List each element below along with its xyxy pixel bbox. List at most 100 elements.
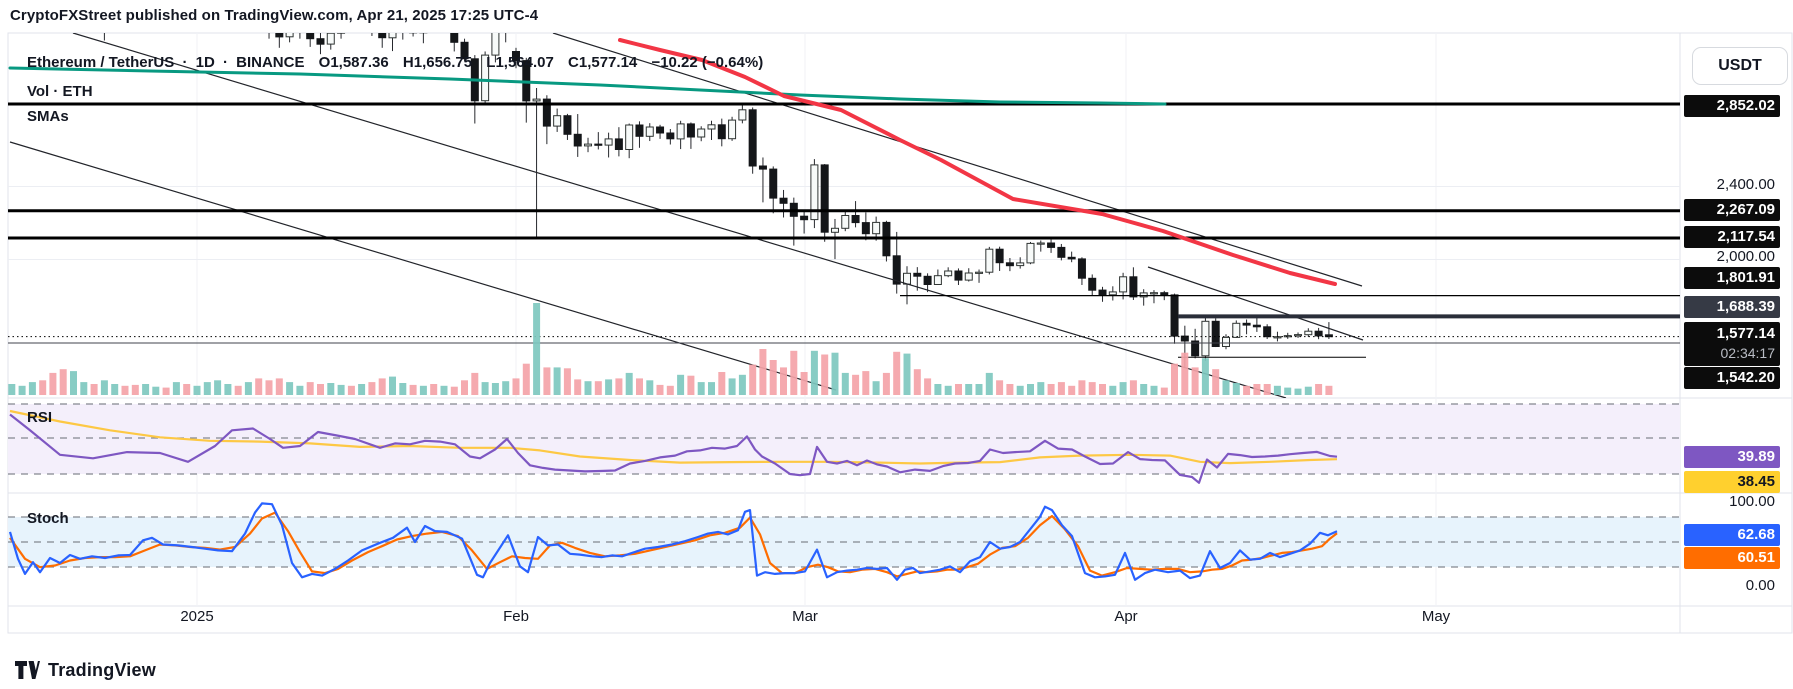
- volume-bar: [821, 354, 829, 395]
- candle-body: [1201, 320, 1210, 357]
- candle-body: [717, 124, 726, 140]
- volume-bar: [543, 367, 551, 395]
- volume-bar: [100, 380, 108, 395]
- volume-bar: [780, 367, 787, 395]
- rsi-pane: [8, 403, 1680, 484]
- time-scale-label: Apr: [1114, 608, 1138, 625]
- rsi-line: [9, 413, 1338, 484]
- volume-bar: [471, 372, 479, 395]
- attribution-text: CryptoFXStreet published on TradingView.…: [10, 7, 539, 24]
- rsi-pane-label[interactable]: RSI: [27, 409, 53, 426]
- candle-body: [975, 271, 984, 274]
- price-scale-label: 1,688.39: [1684, 296, 1780, 318]
- volume-bar: [852, 374, 860, 395]
- volume-bar: [924, 378, 932, 395]
- volume-bar: [491, 383, 499, 395]
- volume-bar: [913, 369, 921, 395]
- volume-bar: [142, 384, 150, 395]
- candle-body: [419, 33, 428, 34]
- volume-bar: [615, 378, 623, 395]
- candle-body: [841, 215, 850, 229]
- symbol-legend[interactable]: Ethereum / TetherUS · 1D · BINANCE O1,58…: [27, 54, 767, 71]
- candle-body: [810, 164, 819, 221]
- volume-bar: [810, 350, 818, 395]
- volume-bar: [1263, 384, 1271, 395]
- volume-bar: [481, 382, 489, 395]
- volume-bar: [512, 378, 520, 395]
- volume-bar: [1109, 385, 1117, 395]
- candle-body: [91, 0, 98, 13]
- volume-bar: [985, 372, 993, 395]
- volume-bar: [214, 380, 222, 395]
- candle-body: [830, 227, 839, 233]
- volume-bar: [903, 353, 911, 395]
- candle-body: [933, 275, 942, 286]
- candle-body: [1232, 322, 1241, 338]
- volume-bar: [1150, 385, 1158, 395]
- volume-bar: [800, 372, 808, 395]
- volume-bar: [594, 381, 602, 395]
- candle-body: [1283, 335, 1292, 338]
- symbol-interval: 1D: [195, 54, 215, 71]
- volume-bar: [409, 384, 417, 395]
- candle-body: [306, 33, 315, 40]
- candle-body: [861, 222, 870, 235]
- candle-body: [697, 128, 706, 138]
- volume-bar: [502, 381, 510, 395]
- volume-bar: [430, 384, 438, 395]
- currency-toggle-button[interactable]: USDT: [1692, 47, 1788, 85]
- volume-bar: [1284, 387, 1292, 395]
- candle-body: [378, 33, 387, 39]
- volume-bar: [172, 382, 180, 395]
- tradingview-logo[interactable]: TradingView: [14, 658, 156, 682]
- volume-bar: [8, 384, 16, 395]
- candle-body: [1016, 262, 1025, 267]
- candle-body: [748, 109, 757, 167]
- candle-body: [409, 33, 418, 34]
- price-scale-label: 2,117.54: [1684, 226, 1780, 248]
- ohlc-close: C1,577.14: [568, 54, 638, 71]
- volume-bar: [419, 385, 427, 395]
- volume-bar: [49, 372, 57, 395]
- volume-bar: [358, 384, 366, 395]
- stoch-pane: [8, 502, 1680, 581]
- candle-body: [656, 126, 665, 134]
- price-scale-label: 2,000.00: [1716, 248, 1775, 265]
- volume-bar: [790, 350, 798, 395]
- volume-bar: [306, 382, 314, 395]
- volume-bar: [1078, 380, 1086, 395]
- candle-body: [594, 143, 603, 146]
- candle-body: [183, 0, 190, 15]
- candle-body: [1191, 340, 1200, 357]
- volume-bar: [625, 372, 633, 395]
- candle-body: [995, 248, 1004, 264]
- candle-body: [163, 4, 170, 11]
- volume-bar: [461, 380, 468, 395]
- volume-bar: [1222, 380, 1230, 395]
- volume-bar: [1181, 352, 1189, 395]
- candle-body: [152, 4, 159, 15]
- volume-bar: [131, 384, 139, 395]
- candle-body: [728, 119, 737, 140]
- volume-legend[interactable]: Vol · ETH: [27, 83, 93, 100]
- candle-body: [481, 54, 490, 102]
- price-scale-label: 39.89: [1684, 446, 1780, 468]
- volume-bar: [1129, 380, 1137, 395]
- candle-body: [1067, 256, 1076, 260]
- volume-bar: [59, 369, 67, 395]
- candle-body: [625, 124, 634, 150]
- candle-body: [142, 15, 149, 17]
- volume-bar: [1171, 363, 1178, 395]
- candle-body: [645, 126, 654, 137]
- stoch-pane-label[interactable]: Stoch: [27, 510, 69, 527]
- legend-separator: ·: [182, 54, 188, 71]
- candle-body: [1088, 277, 1097, 291]
- candle-body: [1005, 262, 1014, 267]
- smas-legend[interactable]: SMAs: [27, 108, 69, 125]
- candle-body: [316, 38, 325, 45]
- candle-body: [296, 26, 303, 28]
- volume-bar: [697, 382, 705, 395]
- volume-bar: [533, 303, 541, 395]
- volume-bar: [1243, 385, 1251, 395]
